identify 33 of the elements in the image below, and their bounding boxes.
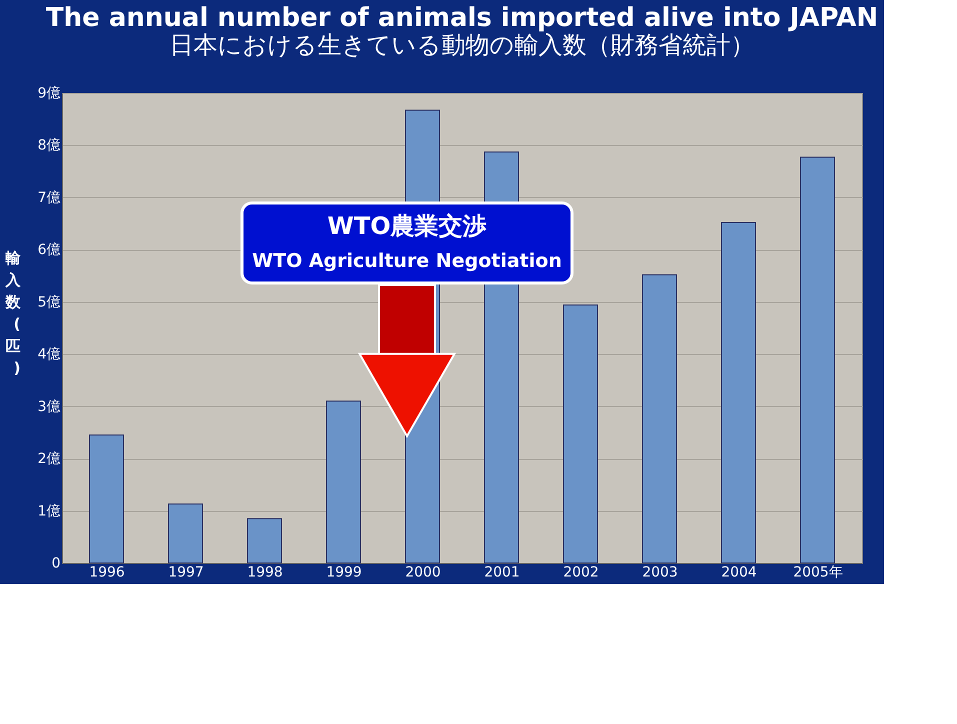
y-tick-label: 8億: [38, 138, 60, 154]
bar: [247, 518, 282, 564]
y-tick-label: 9億: [38, 86, 60, 102]
y-tick-label: 3億: [38, 398, 60, 415]
chart-title: The annual number of animals imported alive into JAPAN: [46, 3, 878, 33]
y-tick-label: 1億: [38, 503, 60, 520]
y-axis-title: 輸入数(匹): [4, 249, 22, 377]
x-tick-label: 2003: [642, 564, 678, 580]
x-tick-label: 2000: [405, 564, 441, 580]
y-tick-label: 6億: [38, 242, 60, 258]
chart-subtitle: 日本における生きている動物の輸入数（財務省統計）: [170, 31, 754, 59]
y-tick-label: 5億: [38, 294, 60, 310]
bar: [168, 503, 203, 564]
y-tick-label: 7億: [38, 190, 60, 206]
x-tick-label: 2002: [563, 564, 599, 580]
y-tick-label: 4億: [38, 346, 60, 363]
x-tick-label: 1997: [168, 564, 204, 580]
bar: [563, 304, 598, 564]
x-tick-label: 2001: [484, 564, 520, 580]
bar: [642, 274, 677, 564]
x-tick-label: 2004: [721, 564, 757, 580]
y-tick-label: 0: [52, 556, 60, 572]
x-tick-label: 2005年: [793, 564, 843, 580]
bar: [721, 222, 756, 564]
annotation: WTO農業交渉: [327, 212, 487, 240]
x-tick-label: 1998: [247, 564, 283, 580]
annotation: WTO Agriculture Negotiation: [252, 250, 562, 272]
bar: [89, 434, 124, 564]
x-tick-label: 1996: [89, 564, 125, 580]
y-tick-label: 2億: [38, 451, 60, 468]
bar: [800, 156, 835, 564]
x-tick-label: 1999: [326, 564, 362, 580]
bar: [326, 400, 361, 564]
